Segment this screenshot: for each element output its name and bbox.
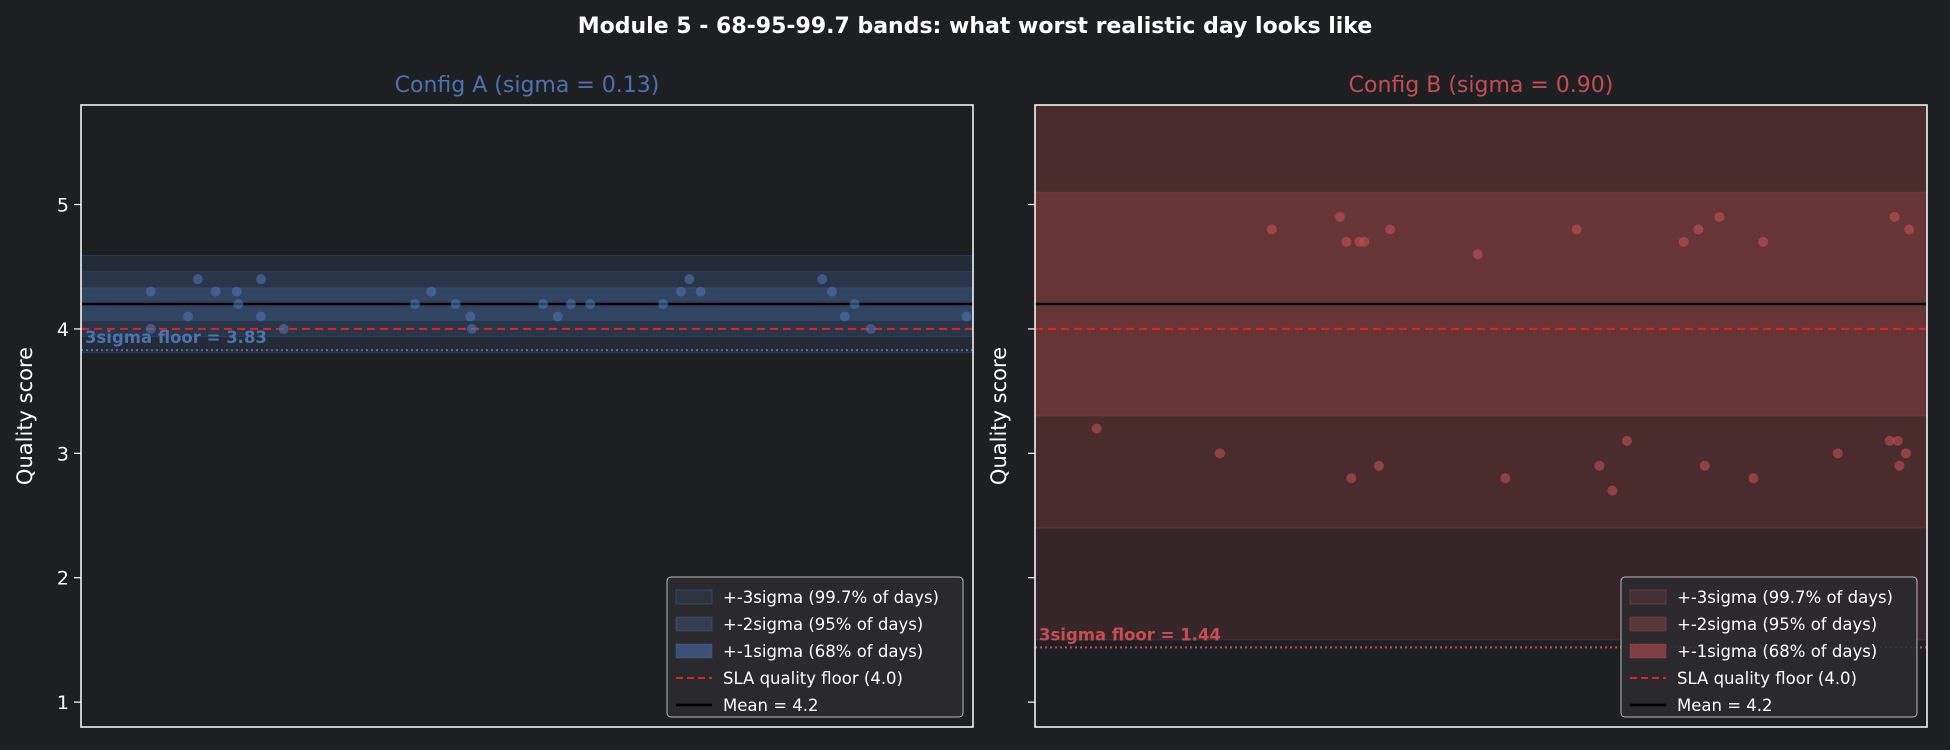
config-a-point-20	[676, 286, 687, 297]
config-a-point-26	[849, 299, 860, 310]
config-a-ytick-label-4: 4	[57, 319, 69, 341]
config-a-point-24	[826, 286, 837, 297]
config-b-point-18	[1699, 460, 1710, 471]
config-a-point-12	[450, 299, 461, 310]
config-a-point-0	[145, 286, 156, 297]
config-a-panel: 3sigma floor = 3.83 1 2 3 4 5 Quality score Con…	[13, 73, 974, 728]
config-a-point-16	[552, 311, 563, 322]
config-b-point-25	[1892, 435, 1903, 446]
config-a-point-18	[585, 299, 596, 310]
config-b-point-2	[1266, 224, 1277, 235]
config-a-ylabel: Quality score	[13, 347, 37, 485]
config-b-legend-label-4: Mean = 4.2	[1677, 696, 1773, 715]
config-a-point-9	[278, 323, 289, 334]
config-a-ytick-label-5: 5	[57, 195, 69, 217]
config-b-legend-label-2: +-1sigma (68% of days)	[1677, 642, 1877, 661]
config-a-floor-label: 3sigma floor = 3.83	[85, 328, 267, 347]
config-a-legend-label-4: Mean = 4.2	[723, 696, 819, 715]
config-b-point-28	[1904, 224, 1915, 235]
config-b-point-16	[1678, 236, 1689, 247]
config-b-point-21	[1758, 236, 1769, 247]
config-b-point-15	[1621, 435, 1632, 446]
config-b-point-10	[1472, 249, 1483, 260]
config-a-point-8	[256, 311, 267, 322]
config-b-point-23	[1884, 435, 1895, 446]
config-b-point-22	[1832, 448, 1843, 459]
config-b-legend-swatch-1	[1629, 616, 1667, 632]
config-b-point-26	[1894, 460, 1905, 471]
config-a-point-5	[231, 286, 242, 297]
config-b-legend-swatch-2	[1629, 643, 1667, 659]
config-b-point-3	[1334, 211, 1345, 222]
config-a-legend-label-0: +-3sigma (99.7% of days)	[723, 588, 939, 607]
config-b-legend-box	[1620, 576, 1918, 718]
config-b-point-13	[1594, 460, 1605, 471]
config-b-frame	[1034, 104, 1928, 728]
config-a-point-6	[233, 299, 244, 310]
config-b-point-9	[1385, 224, 1396, 235]
figure-title: Module 5 - 68-95-99.7 bands: what worst …	[578, 14, 1373, 39]
config-b-floor-label: 3sigma floor = 1.44	[1039, 625, 1221, 644]
config-b-point-7	[1359, 236, 1370, 247]
config-a-point-22	[695, 286, 706, 297]
config-a-point-2	[183, 311, 194, 322]
config-b-legend-swatch-0	[1629, 589, 1667, 605]
config-a-legend-label-3: SLA quality floor (4.0)	[723, 669, 903, 688]
config-b-legend-label-1: +-2sigma (95% of days)	[1677, 615, 1877, 634]
config-b-point-1	[1214, 448, 1225, 459]
config-a-legend-swatch-0	[675, 589, 713, 605]
config-b-point-14	[1607, 485, 1618, 496]
config-a-title: Config A (sigma = 0.13)	[395, 73, 660, 98]
config-a-point-4	[210, 286, 221, 297]
config-a-ytick-label-1: 1	[57, 692, 69, 714]
config-a-point-7	[256, 274, 267, 285]
config-a-point-13	[465, 311, 476, 322]
config-b-point-24	[1889, 211, 1900, 222]
config-b-point-19	[1714, 211, 1725, 222]
config-b-legend: +-3sigma (99.7% of days) +-2sigma (95% of…	[1620, 576, 1918, 718]
config-a-legend: +-3sigma (99.7% of days) +-2sigma (95% of…	[666, 576, 964, 718]
config-a-legend-swatch-2	[675, 643, 713, 659]
config-a-point-27	[865, 323, 876, 334]
config-a-point-28	[961, 311, 972, 322]
config-b-point-0	[1091, 423, 1102, 434]
config-a-ytick-label-2: 2	[57, 568, 69, 590]
config-b-point-12	[1571, 224, 1582, 235]
config-a-point-17	[565, 299, 576, 310]
config-a-legend-swatch-1	[675, 616, 713, 632]
config-b-title: Config B (sigma = 0.90)	[1349, 73, 1614, 98]
config-b-legend-label-3: SLA quality floor (4.0)	[1677, 669, 1857, 688]
config-a-point-25	[839, 311, 850, 322]
config-a-point-21	[684, 274, 695, 285]
config-a-frame	[80, 104, 974, 728]
config-b-band-3sigma	[1035, 105, 1927, 641]
config-a-point-14	[466, 323, 477, 334]
config-a-ytick-label-3: 3	[57, 443, 69, 465]
config-a-legend-label-1: +-2sigma (95% of days)	[723, 615, 923, 634]
config-a-point-23	[817, 274, 828, 285]
config-a-legend-box	[666, 576, 964, 718]
config-a-point-19	[658, 299, 669, 310]
config-b-point-5	[1346, 473, 1357, 484]
config-b-point-17	[1693, 224, 1704, 235]
config-b-point-4	[1341, 236, 1352, 247]
config-a-legend-label-2: +-1sigma (68% of days)	[723, 642, 923, 661]
config-b-ylabel: Quality score	[987, 347, 1011, 485]
config-a-point-15	[538, 299, 549, 310]
config-a-point-3	[192, 274, 203, 285]
config-b-point-27	[1900, 448, 1911, 459]
config-a-point-1	[145, 323, 156, 334]
config-b-panel: 3sigma floor = 1.44 Quality score Config B…	[987, 73, 1928, 728]
config-b-band-2sigma	[1035, 105, 1927, 529]
config-a-point-10	[410, 299, 421, 310]
config-b-point-11	[1500, 473, 1511, 484]
config-a-point-11	[426, 286, 437, 297]
config-b-legend-label-0: +-3sigma (99.7% of days)	[1677, 588, 1893, 607]
config-b-point-8	[1373, 460, 1384, 471]
config-b-point-20	[1748, 473, 1759, 484]
